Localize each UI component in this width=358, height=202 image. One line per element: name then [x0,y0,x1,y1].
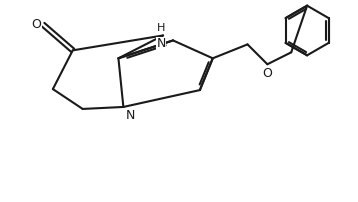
Text: O: O [31,18,41,31]
Text: N: N [125,109,135,122]
Text: N: N [156,37,166,50]
Text: O: O [262,67,272,80]
Text: H: H [157,23,165,34]
